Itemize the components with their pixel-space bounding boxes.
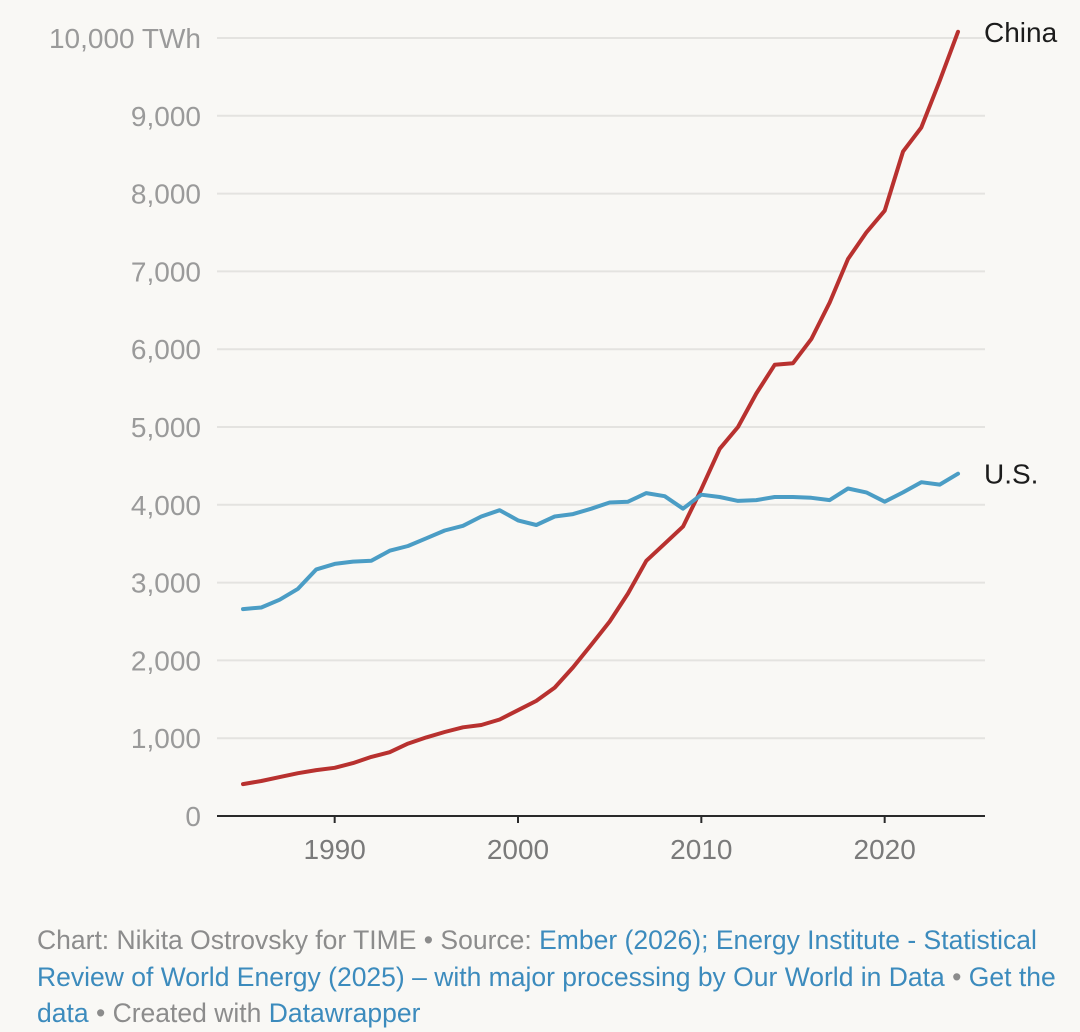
y-tick-label-10000: 10,000 TWh	[49, 23, 201, 54]
y-tick-label-0: 0	[185, 801, 201, 832]
x-axis-ticks: 1990 2000 2010 2020	[304, 816, 916, 865]
y-tick-label-2000: 2,000	[131, 645, 201, 676]
y-tick-label-6000: 6,000	[131, 334, 201, 365]
y-tick-label-7000: 7,000	[131, 256, 201, 287]
y-axis-ticks: 0 1,000 2,000 3,000 4,000 5,000 6,000 7,000 8,00…	[49, 23, 201, 832]
footer-credit-text: Chart: Nikita Ostrovsky for TIME • Sourc…	[37, 925, 540, 955]
footer-separator: •	[944, 961, 969, 992]
y-tick-label-8000: 8,000	[131, 179, 201, 210]
y-tick-label-9000: 9,000	[131, 101, 201, 132]
y-tick-label-3000: 3,000	[131, 568, 201, 599]
series-labels: China U.S.	[984, 17, 1058, 490]
x-tick-label-2020: 2020	[854, 834, 916, 865]
x-tick-label-2010: 2010	[670, 834, 732, 865]
series-label-u-s: U.S.	[984, 459, 1038, 490]
y-tick-label-4000: 4,000	[131, 490, 201, 521]
grid-lines	[217, 37, 985, 817]
get-the-data-link[interactable]: Get the data	[37, 961, 1056, 1029]
line-chart: 0 1,000 2,000 3,000 4,000 5,000 6,000 7,000 8,00…	[49, 17, 1058, 865]
y-tick-label-1000: 1,000	[131, 723, 201, 754]
footer-created-with-text: • Created with	[88, 998, 269, 1028]
series-lines	[241, 29, 960, 787]
source-link[interactable]: Ember (2026); Energy Institute - Statist…	[37, 925, 1037, 992]
series-line-u-s	[241, 471, 960, 612]
x-tick-label-1990: 1990	[304, 834, 366, 865]
series-label-china: China	[984, 17, 1058, 48]
datawrapper-link[interactable]: Datawrapper	[268, 998, 421, 1028]
series-line-china	[241, 29, 960, 787]
y-tick-label-5000: 5,000	[131, 412, 201, 443]
chart-footer: Chart: Nikita Ostrovsky for TIME • Sourc…	[37, 922, 1057, 1032]
x-tick-label-2000: 2000	[487, 834, 549, 865]
